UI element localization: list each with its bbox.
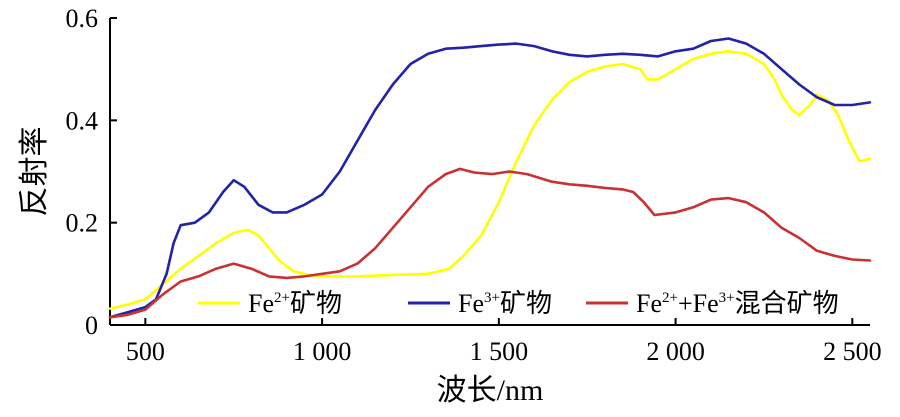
- legend-label-text: Fe: [458, 289, 484, 318]
- legend-label-superscript: 2+: [274, 290, 290, 306]
- legend-label: Fe3+矿物: [458, 289, 552, 318]
- x-ticks: 500 1 000 1 500 2 000 2 500: [126, 318, 882, 366]
- legend-label-text: +Fe: [678, 289, 719, 318]
- legend-label-text: Fe: [636, 289, 662, 318]
- x-tick-label: 2 500: [823, 337, 882, 366]
- legend-item-3: Fe2++Fe3+混合矿物: [586, 289, 839, 318]
- legend-label-text: Fe: [248, 289, 274, 318]
- y-tick-label: 0.2: [66, 209, 99, 238]
- legend: Fe2+矿物 Fe3+矿物 Fe2++Fe3+混合矿物: [198, 289, 839, 318]
- legend-label: Fe2++Fe3+混合矿物: [636, 289, 839, 318]
- y-tick-label: 0.4: [66, 106, 99, 135]
- legend-label: Fe2+矿物: [248, 289, 342, 318]
- series-line-3: [108, 167, 872, 319]
- series-lines: [108, 37, 872, 319]
- y-tick-label: 0.6: [66, 4, 99, 33]
- series-line-1: [108, 50, 872, 310]
- y-ticks: 0 0.2 0.4 0.6: [66, 4, 117, 340]
- y-tick-label: 0: [85, 311, 98, 340]
- legend-label-text: 矿物: [290, 289, 342, 318]
- legend-item-1: Fe2+矿物: [198, 289, 342, 318]
- x-tick-label: 500: [126, 337, 165, 366]
- axes: 500 1 000 1 500 2 000 2 500 0 0.2 0.4 0.6: [66, 4, 882, 366]
- legend-label-superscript: 3+: [484, 290, 500, 306]
- series-line-2: [108, 37, 872, 319]
- y-axis-title: 反射率: [18, 127, 51, 217]
- legend-label-superscript: 3+: [719, 290, 735, 306]
- legend-label-text: 混合矿物: [735, 289, 839, 318]
- x-tick-label: 1 000: [293, 337, 352, 366]
- legend-label-superscript: 2+: [662, 290, 678, 306]
- x-axis-title: 波长/nm: [437, 374, 544, 407]
- x-tick-label: 2 000: [646, 337, 705, 366]
- x-tick-label: 1 500: [470, 337, 529, 366]
- legend-label-text: 矿物: [500, 289, 552, 318]
- legend-item-2: Fe3+矿物: [408, 289, 552, 318]
